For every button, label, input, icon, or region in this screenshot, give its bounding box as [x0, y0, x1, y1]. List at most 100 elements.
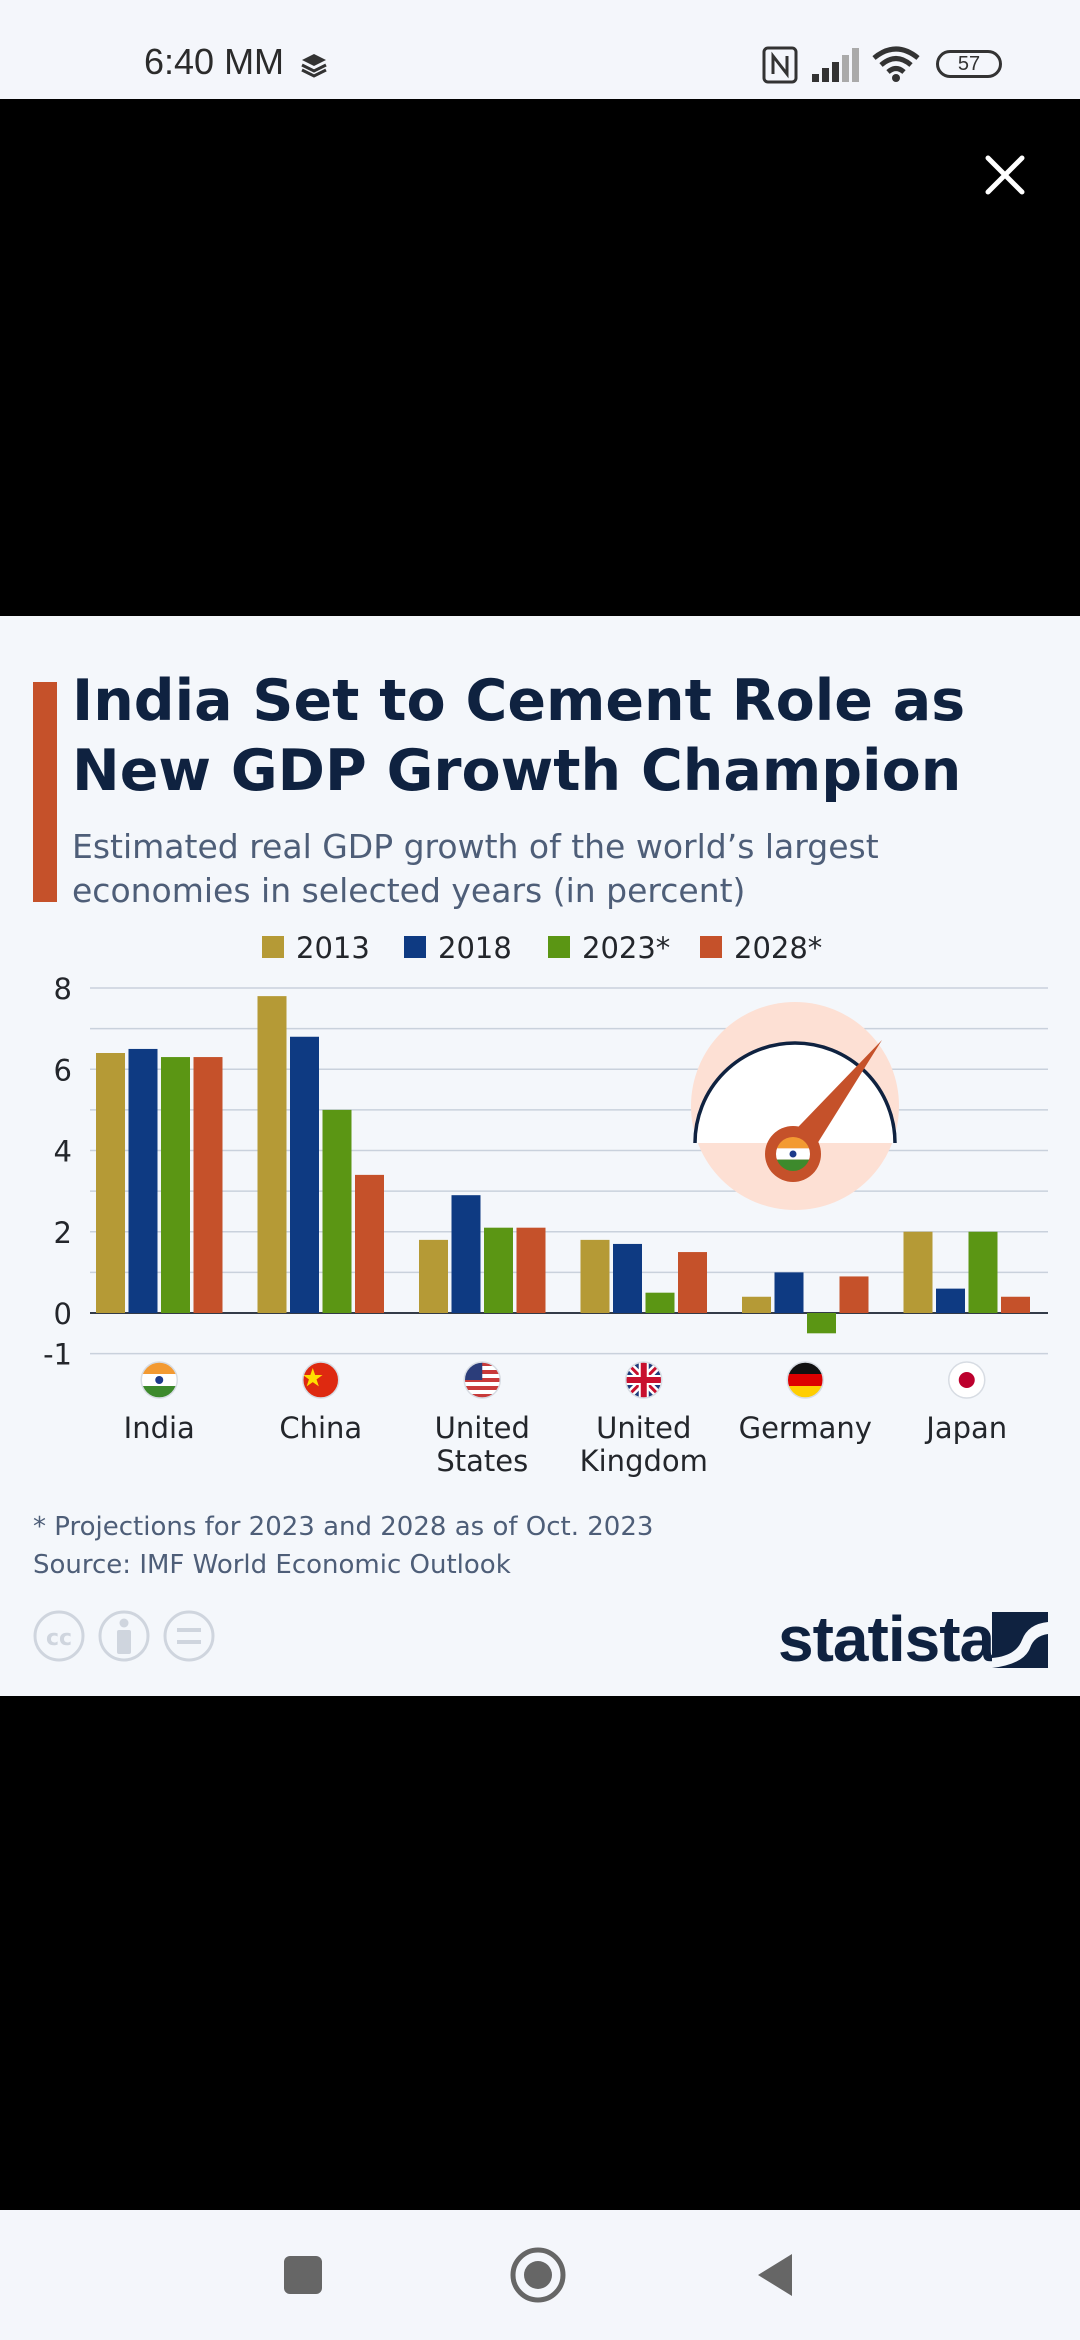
cc-icon: cc	[33, 1610, 85, 1662]
bar-japan-2018	[936, 1288, 965, 1313]
india-flag	[140, 1361, 178, 1399]
bar-united-kingdom-2018	[613, 1243, 642, 1313]
bar-japan-2013	[903, 1231, 933, 1313]
china-red	[302, 1362, 339, 1398]
legend-label-2028: 2028*	[734, 931, 822, 965]
bar-germany-2028	[839, 1276, 869, 1313]
layers-icon	[301, 54, 327, 78]
svg-text:cc: cc	[46, 1626, 72, 1651]
chart-title: India Set to Cement Role as New GDP Grow…	[72, 666, 1062, 806]
chart-subtitle-line1: Estimated real GDP growth of the world’s…	[72, 827, 879, 866]
legend-swatch-2023	[548, 936, 570, 958]
legend-label-2013: 2013	[296, 931, 370, 965]
bar-india-2013	[96, 1053, 125, 1313]
hub-green	[776, 1159, 810, 1171]
legend-swatch-2028	[700, 936, 722, 958]
y-tick-label: 4	[54, 1135, 72, 1169]
close-button[interactable]	[980, 150, 1030, 200]
usa-flag-fill	[464, 1362, 501, 1398]
usa-stripe	[464, 1382, 501, 1386]
bar-united-states-2028	[516, 1227, 546, 1313]
germany-flag-outline	[786, 1361, 824, 1399]
germany-red	[787, 1374, 824, 1386]
back-triangle-icon	[758, 2254, 792, 2296]
source-note: Source: IMF World Economic Outlook	[33, 1550, 511, 1580]
bar-china-2028	[355, 1174, 384, 1313]
category-label: China	[279, 1411, 362, 1445]
battery-level: 57	[957, 53, 981, 75]
china-star	[302, 1368, 323, 1387]
y-tick-label: 8	[54, 972, 72, 1006]
recents-button[interactable]	[278, 2250, 328, 2300]
japan-flag	[948, 1361, 986, 1399]
status-time: 6:40 MM	[144, 41, 285, 82]
back-button[interactable]	[752, 2250, 802, 2300]
y-tick-label: 6	[54, 1053, 72, 1087]
y-tick-label: -1	[43, 1338, 72, 1372]
infographic-card: India Set to Cement Role as New GDP Grow…	[0, 616, 1080, 1696]
bar-germany-2023	[807, 1313, 836, 1334]
india-flag-outline	[140, 1361, 178, 1399]
title-accent-bar	[33, 682, 57, 902]
category-label: India	[124, 1411, 195, 1445]
japan-sun	[958, 1372, 975, 1388]
chart-title-line2: New GDP Growth Champion	[72, 738, 962, 804]
y-tick-label: 0	[54, 1297, 72, 1331]
bar-japan-2028	[1001, 1296, 1030, 1313]
bar-united-kingdom-2028	[678, 1252, 707, 1313]
bar-united-states-2018	[451, 1195, 481, 1313]
close-icon	[985, 155, 1025, 195]
bar-united-kingdom-2013	[580, 1239, 610, 1313]
bar-india-2023	[161, 1057, 190, 1313]
projection-note: * Projections for 2023 and 2028 as of Oc…	[33, 1512, 654, 1542]
square-icon	[284, 2256, 322, 2294]
bar-germany-2018	[774, 1272, 804, 1313]
uk-flag-outline	[625, 1361, 663, 1399]
usa-flag	[463, 1361, 501, 1399]
bar-india-2018	[128, 1048, 158, 1313]
category-label: States	[436, 1444, 528, 1478]
no-derivatives-icon	[163, 1610, 215, 1662]
germany-flag	[786, 1361, 824, 1399]
status-bar: 6:40 MM 57	[0, 0, 1080, 99]
japan-flag-outline	[948, 1361, 986, 1399]
india-chakra	[155, 1376, 164, 1384]
battery-indicator: 57	[936, 50, 1002, 78]
signal-icon	[812, 48, 859, 82]
bar-united-kingdom-2023	[645, 1292, 675, 1313]
bar-united-states-2023	[484, 1227, 513, 1313]
usa-flag-outline	[463, 1361, 501, 1399]
legend-label-2023: 2023*	[582, 931, 670, 965]
chart-subtitle: Estimated real GDP growth of the world’s…	[72, 825, 1032, 913]
statista-logo-text: statista	[778, 1603, 995, 1675]
footnote: * Projections for 2023 and 2028 as of Oc…	[33, 1508, 653, 1584]
bar-china-2023	[322, 1109, 352, 1313]
japan-flag-fill	[948, 1362, 985, 1398]
home-icon	[510, 2247, 566, 2303]
nfc-icon	[762, 46, 798, 84]
speedometer-illustration	[691, 1002, 899, 1210]
uk-flag-fill	[625, 1362, 662, 1398]
hub-saffron	[776, 1137, 810, 1149]
usa-stripe	[464, 1386, 501, 1390]
legend-label-2018: 2018	[438, 931, 512, 965]
hub-india-flag	[776, 1137, 810, 1171]
china-flag	[302, 1361, 340, 1399]
bar-germany-2013	[742, 1296, 771, 1313]
uk-cross-red	[625, 1362, 662, 1398]
home-button[interactable]	[508, 2245, 568, 2305]
bar-united-states-2013	[419, 1239, 448, 1313]
statista-logo-icon	[992, 1612, 1048, 1668]
bar-japan-2023	[968, 1231, 998, 1313]
category-label: United	[596, 1411, 691, 1445]
attribution-icon	[98, 1610, 150, 1662]
category-label: Germany	[739, 1411, 872, 1445]
hub-chakra	[789, 1150, 797, 1158]
usa-stripe	[464, 1390, 501, 1394]
bar-china-2013	[257, 996, 287, 1313]
china-flag-outline	[302, 1361, 340, 1399]
legend-swatch-2018	[404, 936, 426, 958]
speedometer-needle	[776, 1040, 882, 1152]
bar-india-2028	[193, 1057, 223, 1313]
wifi-icon	[872, 46, 920, 82]
